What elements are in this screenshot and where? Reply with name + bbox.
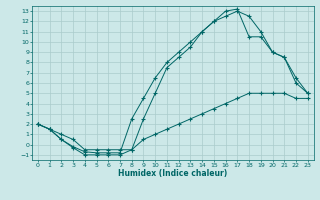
X-axis label: Humidex (Indice chaleur): Humidex (Indice chaleur)	[118, 169, 228, 178]
